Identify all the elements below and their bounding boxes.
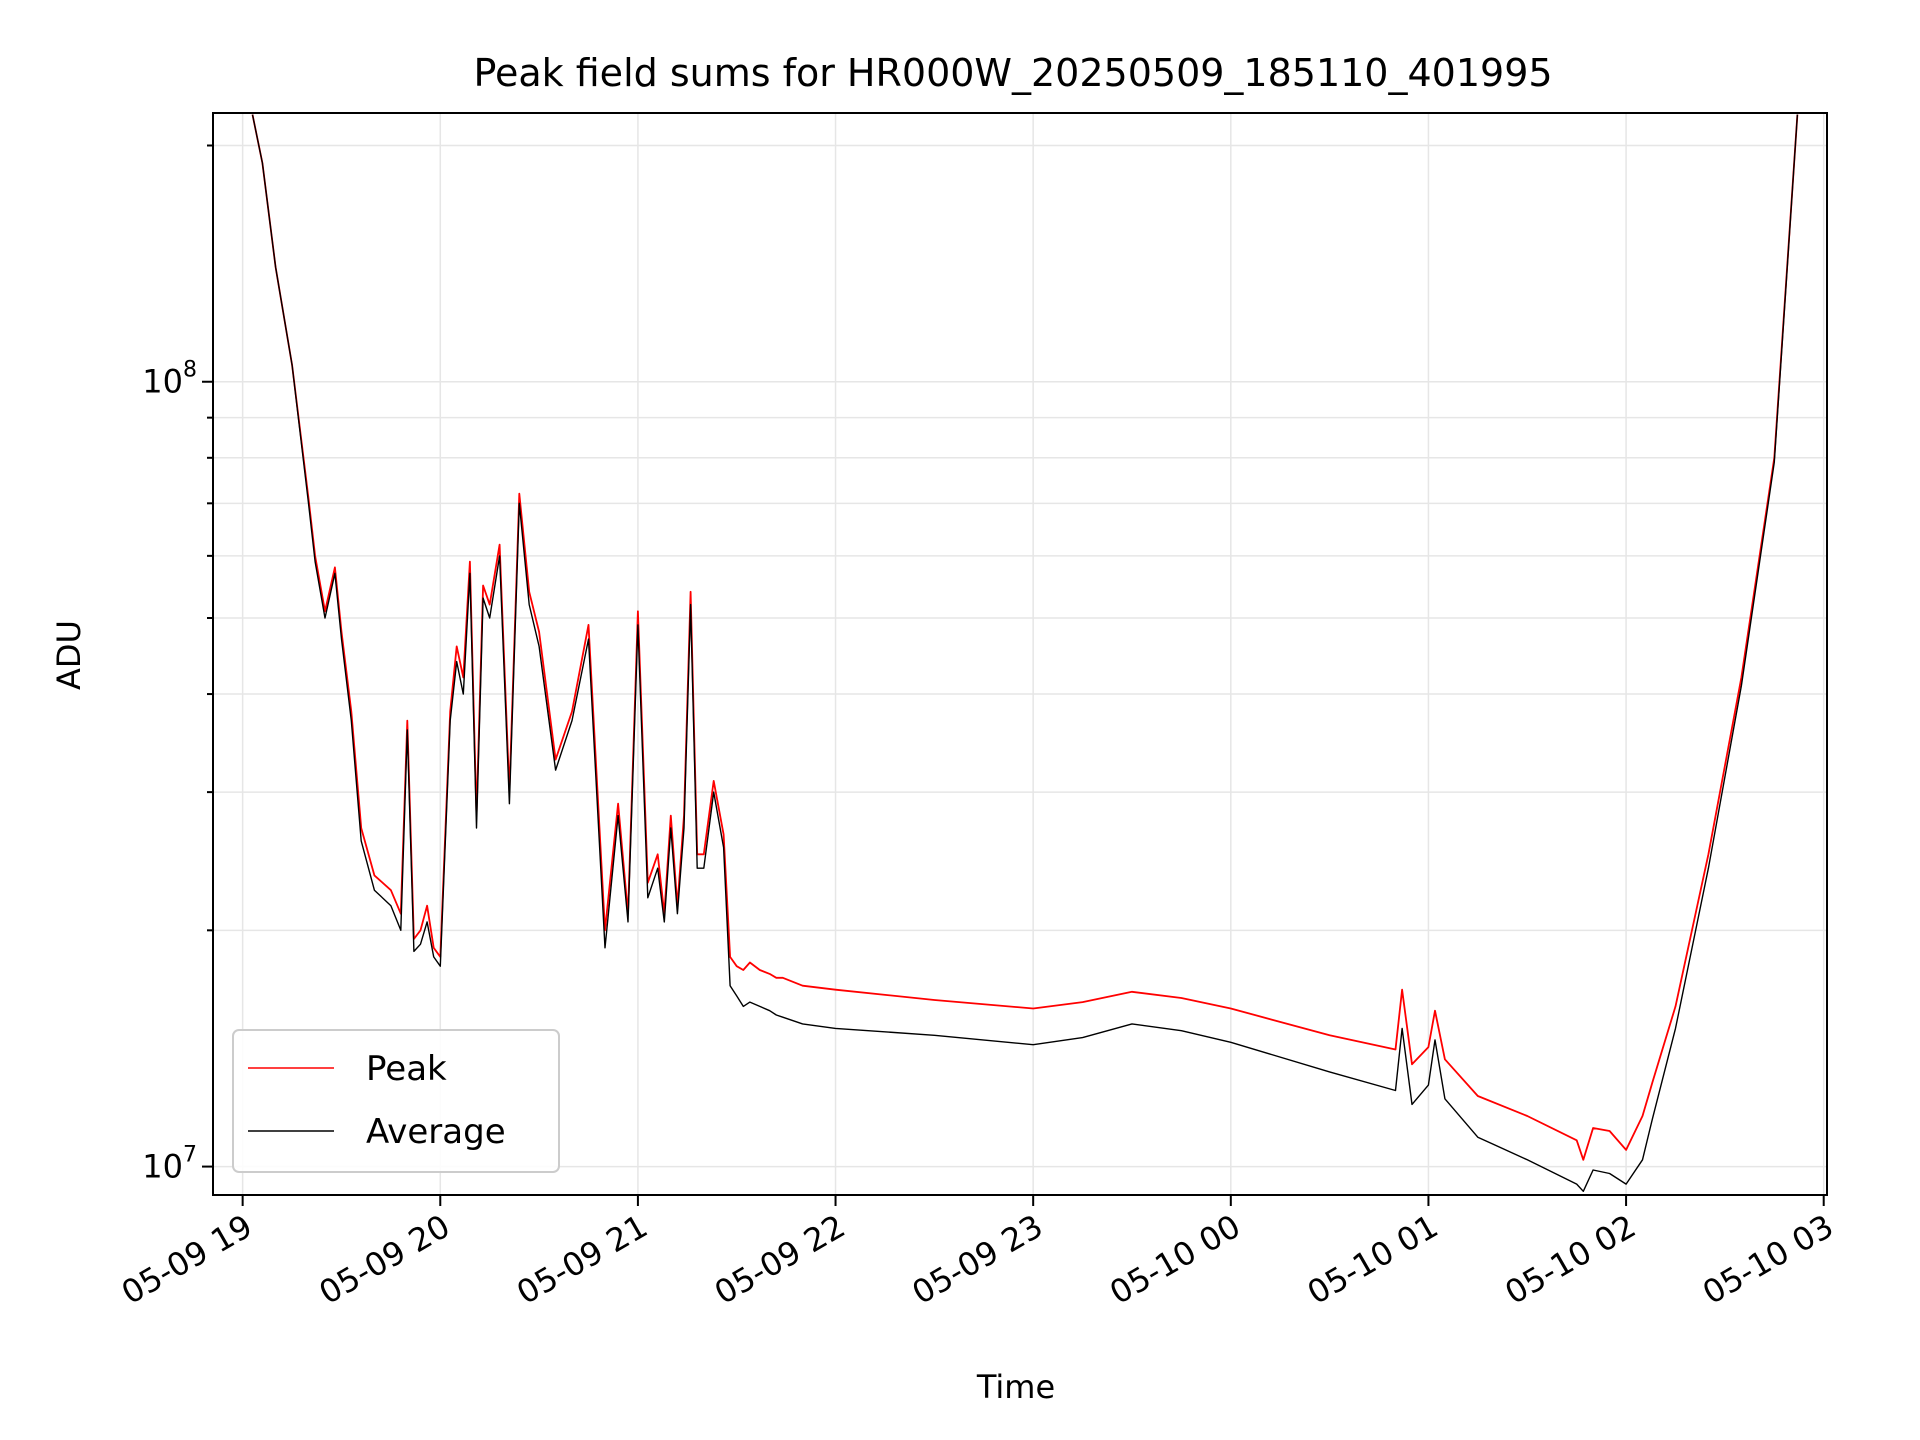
y-axis-label: ADU xyxy=(50,620,88,690)
series-line-average xyxy=(251,114,1799,1193)
chart-title: Peak field sums for HR000W_20250509_1851… xyxy=(473,51,1552,95)
legend-label-peak: Peak xyxy=(366,1049,447,1089)
legend-label-average: Average xyxy=(366,1112,506,1152)
y-tick-label: 108 xyxy=(142,358,197,401)
y-tick-label: 107 xyxy=(142,1143,197,1186)
x-axis-label: Time xyxy=(976,1368,1055,1406)
legend-box xyxy=(232,1029,560,1173)
plot-frame xyxy=(212,112,1828,1196)
grid xyxy=(213,113,1827,1195)
y-tick-base: 10 xyxy=(142,363,183,401)
plot-series xyxy=(251,114,1799,1193)
y-tick-exponent: 7 xyxy=(183,1143,197,1168)
legend: Peak Average xyxy=(232,1029,560,1173)
y-tick-base: 10 xyxy=(142,1148,183,1186)
y-tick-exponent: 8 xyxy=(183,358,197,383)
